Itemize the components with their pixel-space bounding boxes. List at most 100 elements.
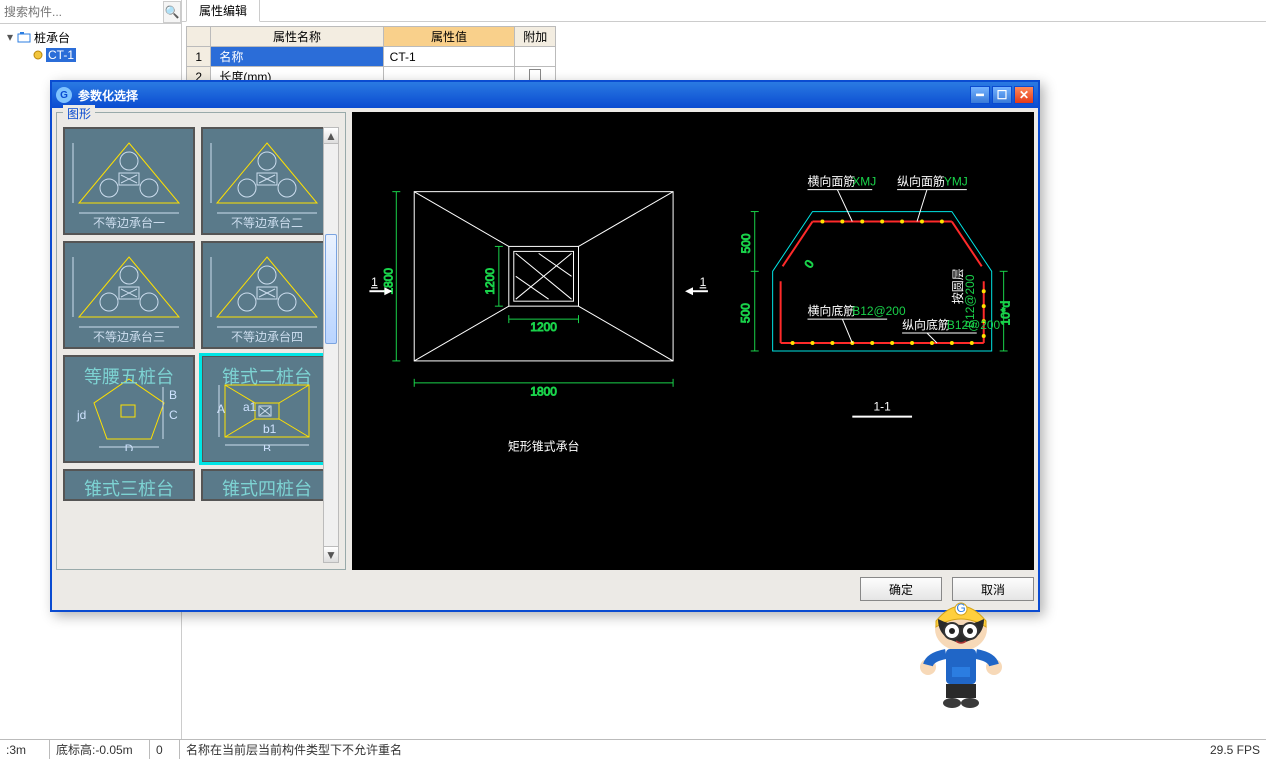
scroll-up-button[interactable]: ▲	[324, 128, 338, 144]
tree-child-label: CT-1	[46, 48, 76, 62]
scroll-track[interactable]	[324, 144, 338, 546]
zmj-label: 纵向面筋	[897, 174, 945, 189]
side-label: 按圆层	[951, 268, 965, 304]
component-tree: ▾ 桩承台 CT-1	[0, 24, 181, 68]
ok-button[interactable]: 确定	[860, 577, 942, 601]
thumb-title: 锥式四桩台	[222, 469, 312, 501]
dialog-title: 参数化选择	[78, 87, 970, 104]
status-cell-1: :3m	[0, 740, 50, 759]
thumb-title: 等腰五桩台	[84, 357, 174, 389]
status-cell-2: 底标高:-0.05m	[50, 740, 150, 759]
shape-thumb[interactable]: 不等边承台四	[201, 241, 333, 349]
thumb-title: 锥式二桩台	[222, 357, 312, 389]
svg-text:B: B	[263, 442, 271, 451]
dim-bot-h: 500	[739, 303, 753, 323]
svg-text:a1: a1	[243, 400, 257, 414]
svg-text:A: A	[217, 402, 225, 416]
thumb-caption: 不等边承台一	[91, 212, 167, 233]
table-row[interactable]: 1 名称 CT-1	[187, 47, 556, 67]
maximize-icon: ☐	[997, 88, 1008, 102]
zmj-code: YMJ	[944, 175, 968, 189]
thumb-caption: 不等边承台四	[229, 326, 305, 347]
shape-thumb[interactable]: 不等边承台三	[63, 241, 195, 349]
status-cell-3: 0	[150, 740, 180, 759]
plan-caption: 矩形锥式承台	[508, 439, 580, 454]
zdj-label: 纵向底筋	[902, 317, 950, 332]
tree-root-label: 桩承台	[32, 29, 72, 46]
search-row: 🔍	[0, 0, 181, 24]
section-title: 1-1	[874, 400, 892, 414]
tree-folder-icon	[16, 31, 32, 43]
svg-text:B: B	[169, 388, 177, 402]
shape-scrollbar[interactable]: ▲ ▼	[323, 127, 339, 563]
tree-root-row[interactable]: ▾ 桩承台	[2, 28, 179, 46]
svg-text:C: C	[169, 408, 178, 422]
shape-thumb[interactable]: 锥式三桩台	[63, 469, 195, 501]
hdj-label: 横向底筋	[808, 303, 856, 318]
shape-thumb[interactable]: 锥式二桩台 Aa1 b1 B	[201, 355, 333, 463]
shape-thumb[interactable]: 不等边承台一	[63, 127, 195, 235]
shape-grid: 不等边承台一 不等边承台二不等边承台三不等边承台四等腰五桩台BCDjd 锥式二桩台 A…	[63, 127, 333, 501]
side-code: B12@200	[963, 274, 977, 328]
section-mark-left: 1	[371, 275, 378, 289]
row-value[interactable]: CT-1	[383, 47, 515, 67]
shape-scroll: 不等边承台一 不等边承台二不等边承台三不等边承台四等腰五桩台BCDjd 锥式二桩台 A…	[63, 127, 333, 563]
section-mark-right: 1	[700, 275, 707, 289]
close-button[interactable]: ✕	[1014, 86, 1034, 104]
tab-bar: 属性编辑	[182, 0, 1266, 22]
dim-inner-h: 1200	[483, 268, 497, 295]
property-header-row: 属性名称 属性值 附加	[187, 27, 556, 47]
dim-inner-w: 1200	[530, 320, 557, 334]
search-button[interactable]: 🔍	[163, 1, 181, 23]
shape-thumb[interactable]: 等腰五桩台BCDjd	[63, 355, 195, 463]
hmj-code: XMJ	[852, 175, 876, 189]
dim-offset: 0	[802, 257, 817, 271]
tree-item-icon	[30, 49, 46, 61]
minimize-icon: ━	[976, 88, 983, 102]
shape-thumb[interactable]: 锥式四桩台	[201, 469, 333, 501]
row-num: 1	[187, 47, 211, 67]
mascot-icon[interactable]: G	[916, 599, 1006, 709]
minimize-button[interactable]: ━	[970, 86, 990, 104]
status-message: 名称在当前层当前构件类型下不允许重名	[180, 741, 1204, 758]
svg-text:b1: b1	[263, 422, 277, 436]
scroll-down-button[interactable]: ▼	[324, 546, 338, 562]
dialog-footer: 确定 取消	[56, 574, 1034, 604]
preview-canvas: 1800 1200 1200 1800 1	[352, 112, 1034, 570]
header-num	[187, 27, 211, 47]
svg-text:jd: jd	[76, 408, 86, 422]
dim-outer-w: 1800	[530, 385, 557, 399]
thumb-caption: 不等边承台二	[229, 212, 305, 233]
scroll-thumb[interactable]	[325, 234, 337, 344]
header-add: 附加	[515, 27, 556, 47]
window-buttons: ━ ☐ ✕	[970, 86, 1034, 104]
header-value: 属性值	[383, 27, 515, 47]
header-name: 属性名称	[211, 27, 383, 47]
hmj-label: 横向面筋	[808, 174, 856, 189]
tree-toggle-icon[interactable]: ▾	[4, 30, 16, 44]
cancel-button[interactable]: 取消	[952, 577, 1034, 601]
dialog-titlebar[interactable]: G 参数化选择 ━ ☐ ✕	[52, 82, 1038, 108]
svg-text:G: G	[956, 601, 965, 615]
dim-right: 10*d	[999, 301, 1013, 326]
search-input[interactable]	[0, 3, 163, 21]
chevron-up-icon: ▲	[325, 129, 337, 143]
search-icon: 🔍	[165, 5, 180, 19]
tab-property-edit[interactable]: 属性编辑	[186, 0, 260, 22]
shape-group-legend: 图形	[63, 105, 95, 122]
hdj-code: B12@200	[852, 304, 906, 318]
row-name: 名称	[211, 47, 383, 67]
row-add-cell	[515, 47, 556, 67]
status-fps: 29.5 FPS	[1204, 743, 1266, 757]
dialog-icon: G	[56, 87, 72, 103]
close-icon: ✕	[1019, 88, 1029, 102]
thumb-title: 锥式三桩台	[84, 469, 174, 501]
tree-child-row[interactable]: CT-1	[2, 46, 179, 64]
dim-top-h: 500	[739, 233, 753, 253]
property-table: 属性名称 属性值 附加 1 名称 CT-1 2 长度(mm)	[186, 26, 556, 87]
chevron-down-icon: ▼	[325, 548, 337, 562]
status-bar: :3m 底标高:-0.05m 0 名称在当前层当前构件类型下不允许重名 29.5…	[0, 739, 1266, 759]
param-dialog: G 参数化选择 ━ ☐ ✕ 图形 不等边承台一 不等边承台二不等边承台三不等边承台…	[50, 80, 1040, 612]
shape-thumb[interactable]: 不等边承台二	[201, 127, 333, 235]
maximize-button[interactable]: ☐	[992, 86, 1012, 104]
